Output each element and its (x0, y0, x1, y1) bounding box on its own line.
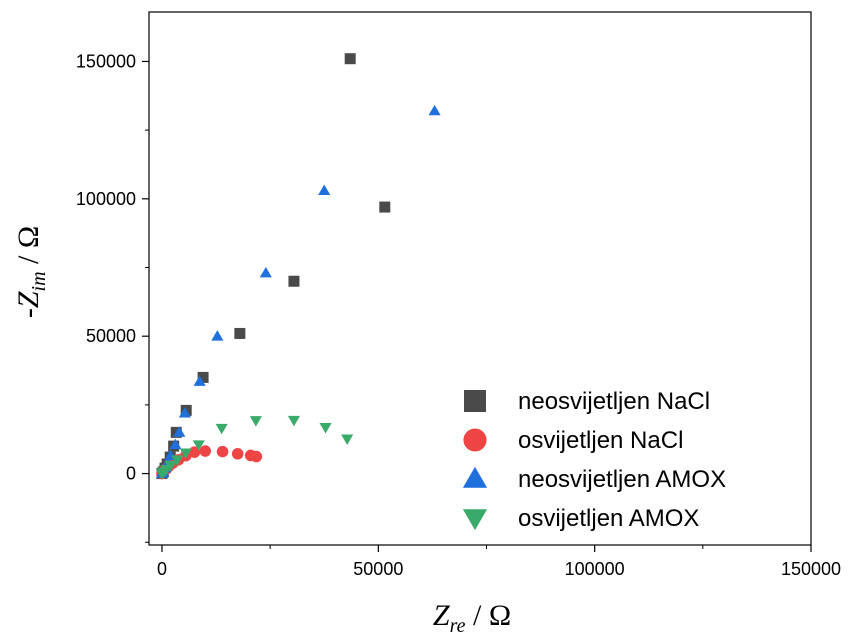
y-tick-label: 0 (126, 464, 136, 484)
series-triangle-down (155, 415, 354, 480)
x-tick-label: 0 (157, 559, 167, 579)
y-tick-label: 50000 (86, 326, 136, 346)
x-axis-title: Zre / Ω (433, 599, 511, 637)
data-point (178, 407, 191, 418)
y-axis-title: -Zim / Ω (12, 226, 50, 318)
x-tick-label: 100000 (565, 559, 625, 579)
data-point (250, 450, 263, 463)
y-tick-label: 150000 (76, 51, 136, 71)
data-point (173, 426, 186, 437)
legend-label: osvijetljen AMOX (518, 505, 699, 532)
legend-marker (464, 390, 486, 412)
data-point (164, 460, 177, 472)
data-point (428, 104, 441, 116)
series-square (156, 53, 391, 480)
axis-ticks: 0 50000 100000 150000 0 50000 100000 150000 (76, 51, 841, 579)
data-point (179, 448, 192, 460)
data-point (287, 415, 300, 427)
plot-frame (148, 11, 812, 546)
series-triangle-up (155, 104, 441, 478)
legend-marker (462, 466, 488, 488)
data-point (318, 184, 331, 195)
data-point (234, 327, 246, 339)
data-point (341, 434, 354, 445)
data-points (155, 53, 441, 480)
x-tick-label: 50000 (353, 559, 403, 579)
legend-marker (463, 428, 487, 452)
data-point (379, 201, 391, 213)
data-point (249, 416, 262, 427)
data-point (319, 423, 332, 434)
data-point (216, 445, 229, 458)
data-point (169, 438, 182, 450)
data-point (199, 445, 212, 457)
data-point (197, 371, 209, 383)
data-point (192, 440, 205, 451)
y-tick-label: 100000 (76, 189, 136, 209)
x-tick-label: 150000 (781, 559, 841, 579)
data-point (215, 423, 228, 435)
legend-label: neosvijetljen NaCl (518, 388, 710, 415)
legend: neosvijetljen NaCl osvijetljen NaCl neosvi… (462, 388, 726, 532)
data-point (288, 275, 300, 287)
data-point (344, 53, 356, 65)
data-point (259, 266, 272, 278)
data-point (193, 375, 206, 386)
data-point (188, 446, 201, 458)
legend-label: neosvijetljen AMOX (518, 466, 726, 493)
data-point (171, 455, 184, 466)
data-point (231, 448, 244, 460)
legend-marker (462, 509, 488, 531)
legend-label: osvijetljen NaCl (518, 427, 683, 454)
data-point (211, 330, 224, 341)
